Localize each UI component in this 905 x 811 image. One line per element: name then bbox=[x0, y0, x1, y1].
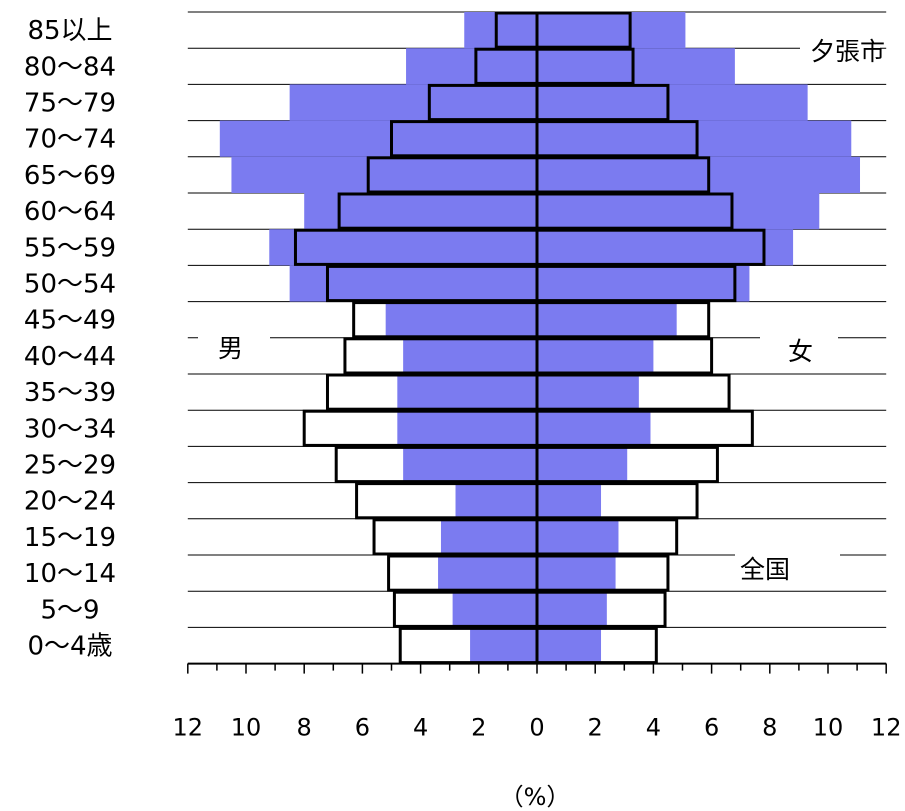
bar-city-female bbox=[537, 555, 616, 592]
bar-city-male bbox=[438, 555, 537, 592]
x-tick-label: 12 bbox=[173, 714, 204, 742]
city-label-bg bbox=[800, 30, 880, 72]
x-tick-label: 12 bbox=[871, 714, 902, 742]
female-label-bg bbox=[760, 329, 838, 371]
bar-city-female bbox=[537, 446, 628, 483]
bar-city-male bbox=[397, 374, 537, 411]
x-tick-label: 6 bbox=[704, 714, 719, 742]
x-tick-label: 10 bbox=[813, 714, 844, 742]
category-label: 15～19 bbox=[24, 523, 116, 553]
category-label: 30～34 bbox=[24, 414, 116, 444]
bar-city-female bbox=[537, 410, 651, 447]
bar-city-male bbox=[385, 301, 537, 338]
age-category-labels: 85以上 80～84 75～79 70～74 65～69 60～64 55～59 50～54 4… bbox=[24, 16, 116, 661]
bar-city-female bbox=[537, 518, 619, 555]
x-tick-label: 4 bbox=[646, 714, 661, 742]
bar-city-female bbox=[537, 301, 677, 338]
x-axis bbox=[187, 12, 887, 674]
category-label: 85以上 bbox=[27, 16, 112, 46]
category-label: 10～14 bbox=[24, 559, 116, 589]
bar-city-male bbox=[403, 446, 537, 483]
x-tick-label: 2 bbox=[471, 714, 486, 742]
bar-city-male bbox=[219, 120, 537, 157]
x-tick-label: 4 bbox=[413, 714, 428, 742]
bar-city-female bbox=[537, 229, 794, 266]
bar-city-female bbox=[537, 337, 654, 374]
bar-city-male bbox=[397, 410, 537, 447]
female-label: 女 bbox=[788, 337, 813, 366]
bar-city-female bbox=[537, 12, 686, 49]
bar-city-female bbox=[537, 48, 735, 85]
bar-city-female bbox=[537, 374, 639, 411]
category-label: 25～29 bbox=[24, 451, 116, 481]
bar-city-male bbox=[231, 156, 537, 193]
national-label-bg bbox=[735, 548, 840, 590]
x-tick-label: 8 bbox=[762, 714, 777, 742]
category-label: 60～64 bbox=[24, 197, 116, 227]
bar-city-female bbox=[537, 482, 602, 519]
bar-city-male bbox=[304, 193, 537, 230]
bar-city-male bbox=[464, 12, 537, 49]
bar-city-male bbox=[269, 229, 537, 266]
bar-city-female bbox=[537, 265, 750, 302]
bar-city-female bbox=[537, 156, 861, 193]
x-tick-labels: 12 10 8 6 4 2 0 2 4 6 8 10 12 bbox=[173, 714, 902, 742]
bar-city-male bbox=[440, 518, 537, 555]
x-tick-label: 10 bbox=[231, 714, 262, 742]
bar-city-male bbox=[452, 591, 537, 628]
x-tick-label: 6 bbox=[355, 714, 370, 742]
male-label: 男 bbox=[218, 334, 243, 363]
bar-city-male bbox=[455, 482, 537, 519]
city-label: 夕張市 bbox=[810, 37, 885, 66]
bar-city-female bbox=[537, 120, 852, 157]
national-label: 全国 bbox=[740, 555, 790, 584]
category-label: 5～9 bbox=[40, 595, 99, 625]
category-label: 50～54 bbox=[24, 270, 116, 300]
category-label: 55～59 bbox=[24, 233, 116, 263]
bar-city-female bbox=[537, 591, 607, 628]
bar-city-male bbox=[289, 265, 537, 302]
x-tick-label: 2 bbox=[588, 714, 603, 742]
male-label-bg bbox=[198, 325, 270, 367]
category-label: 65～69 bbox=[24, 161, 116, 191]
category-label: 75～79 bbox=[24, 89, 116, 119]
category-label: 40～44 bbox=[24, 342, 116, 372]
category-label: 0～4歳 bbox=[27, 632, 112, 662]
x-tick-label: 0 bbox=[529, 714, 544, 742]
category-label: 20～24 bbox=[24, 487, 116, 517]
bar-city-male bbox=[289, 84, 537, 121]
category-label: 70～74 bbox=[24, 125, 116, 155]
x-axis-unit-label: （%） bbox=[500, 783, 571, 811]
bar-city-male bbox=[406, 48, 537, 85]
category-label: 35～39 bbox=[24, 378, 116, 408]
category-label: 45～49 bbox=[24, 306, 116, 336]
bar-city-female bbox=[537, 84, 808, 121]
bar-city-female bbox=[537, 193, 820, 230]
bar-city-male bbox=[470, 627, 537, 664]
bar-city-female bbox=[537, 627, 602, 664]
city-bars bbox=[219, 12, 861, 664]
bar-city-male bbox=[403, 337, 537, 374]
x-tick-label: 8 bbox=[297, 714, 312, 742]
category-label: 80～84 bbox=[24, 52, 116, 82]
